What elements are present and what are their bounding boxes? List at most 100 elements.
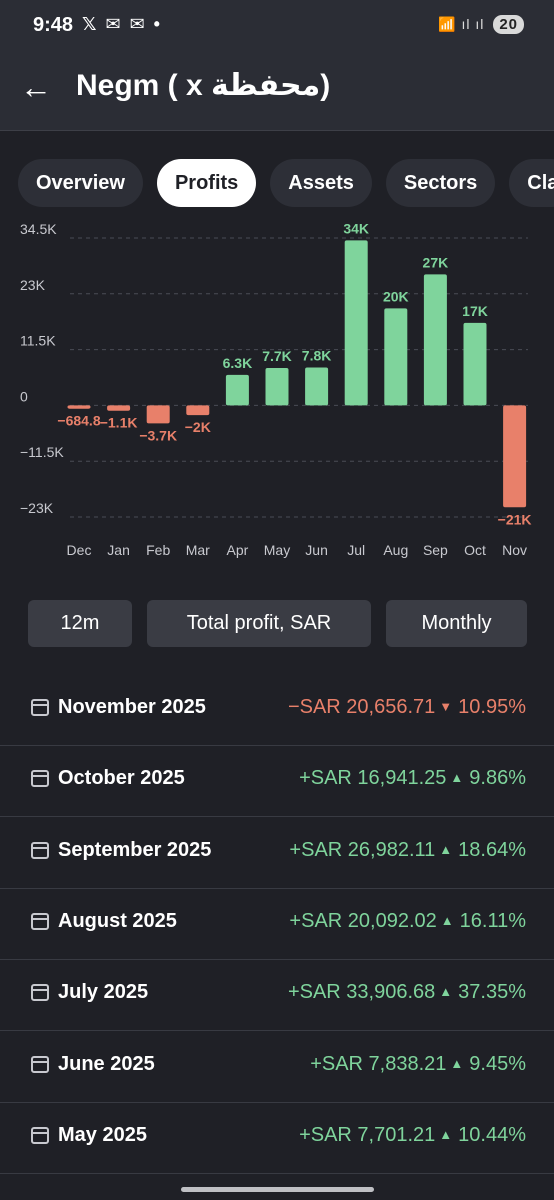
row-value: +SAR 20,092.02 ▲ 16.11% xyxy=(289,910,526,933)
row-percent: 9.45% xyxy=(469,1052,526,1075)
bar-may xyxy=(265,368,289,406)
signal-icons: 📶 ıl ıl 20 xyxy=(438,15,524,34)
bar-jun xyxy=(305,367,329,406)
row-month: May 2025 xyxy=(58,1123,147,1146)
bar-oct xyxy=(463,322,487,406)
bar-value-label: −1.1K xyxy=(100,415,138,431)
bar-feb xyxy=(146,405,170,424)
calendar-icon xyxy=(31,699,49,716)
x-tick-label: Dec xyxy=(67,542,92,558)
battery-icon: 20 xyxy=(493,15,524,34)
profits-bar-chart: 34.5K 23K 11.5K 0 −11.5K −23K −684.8 Dec −1.1K Ja… xyxy=(20,220,532,558)
calendar-icon xyxy=(31,984,49,1002)
x-tick-label: Mar xyxy=(186,542,210,558)
status-bar: 9:48 𝕏 ✉ ✉ • 📶 ıl ıl 20 xyxy=(0,0,554,52)
home-indicator xyxy=(181,1187,374,1192)
row-value: +SAR 16,941.25 ▲ 9.86% xyxy=(299,767,526,790)
y-tick-label: 34.5K xyxy=(20,221,57,237)
list-item[interactable]: July 2025 +SAR 33,906.68 ▲ 37.35% xyxy=(0,959,554,1032)
y-tick-label: −23K xyxy=(20,500,54,516)
list-item[interactable]: August 2025 +SAR 20,092.02 ▲ 16.11% xyxy=(0,888,554,960)
x-tick-label: Aug xyxy=(383,542,408,558)
tab-assets[interactable]: Assets xyxy=(270,159,372,207)
list-item[interactable]: November 2025 −SAR 20,656.71 ▼ 10.95% xyxy=(0,674,554,746)
row-month: October 2025 xyxy=(58,767,185,790)
row-value: −SAR 20,656.71 ▼ 10.95% xyxy=(288,696,526,719)
y-tick-label: 23K xyxy=(20,277,46,293)
x-tick-label: Feb xyxy=(146,542,170,558)
calendar-icon xyxy=(31,912,49,930)
row-value: +SAR 33,906.68 ▲ 37.35% xyxy=(288,981,526,1004)
list-item[interactable]: October 2025 +SAR 16,941.25 ▲ 9.86% xyxy=(0,745,554,818)
row-percent: 9.86% xyxy=(469,767,526,790)
interval-filter-button[interactable]: Monthly xyxy=(386,600,527,647)
notification-icons: 𝕏 ✉ ✉ • xyxy=(82,14,162,34)
bar-value-label: 34K xyxy=(343,220,369,236)
row-percent: 37.35% xyxy=(458,981,526,1004)
y-tick-label: 0 xyxy=(20,388,28,404)
calendar-icon xyxy=(31,1126,49,1144)
row-value: +SAR 7,838.21 ▲ 9.45% xyxy=(310,1053,526,1076)
x-tick-label: Jan xyxy=(107,542,130,558)
row-month: September 2025 xyxy=(58,838,212,861)
tab-classes[interactable]: Cla xyxy=(509,159,554,207)
bar-value-label: 7.7K xyxy=(262,348,292,364)
bar-value-label: −2K xyxy=(185,419,211,435)
x-tick-label: Apr xyxy=(227,542,249,558)
triangle-up-icon: ▲ xyxy=(439,841,453,857)
metric-filter-button[interactable]: Total profit, SAR xyxy=(147,600,371,647)
list-item[interactable]: May 2025 +SAR 7,701.21 ▲ 10.44% xyxy=(0,1102,554,1174)
period-filter-button[interactable]: 12m xyxy=(28,600,132,647)
row-month: July 2025 xyxy=(58,981,149,1004)
row-amount: +SAR 7,701.21 xyxy=(299,1123,436,1146)
x-tick-label: Oct xyxy=(464,542,486,558)
wifi-signal-icon: 📶 ıl ıl xyxy=(438,16,485,32)
x-tick-label: Jun xyxy=(305,542,328,558)
bar-value-label: 27K xyxy=(423,254,449,270)
bar-jul xyxy=(344,240,368,406)
triangle-up-icon: ▲ xyxy=(439,1126,453,1142)
tab-sectors[interactable]: Sectors xyxy=(385,159,496,207)
row-amount: +SAR 26,982.11 xyxy=(289,838,436,861)
bar-sep xyxy=(423,274,447,406)
bar-jan xyxy=(107,405,131,411)
triangle-up-icon: ▲ xyxy=(439,984,453,1000)
bar-value-label: 6.3K xyxy=(223,355,253,371)
status-time: 9:48 xyxy=(33,14,74,36)
row-percent: 16.11% xyxy=(459,909,526,932)
row-month: August 2025 xyxy=(58,909,177,932)
bar-dec xyxy=(67,405,91,409)
row-value: +SAR 26,982.11 ▲ 18.64% xyxy=(289,839,526,862)
row-amount: +SAR 20,092.02 xyxy=(289,909,437,932)
row-value: +SAR 7,701.21 ▲ 10.44% xyxy=(299,1124,526,1147)
bar-value-label: −3.7K xyxy=(139,427,177,443)
calendar-icon xyxy=(31,1055,49,1073)
y-tick-label: −11.5K xyxy=(20,444,64,460)
back-arrow-icon[interactable]: ← xyxy=(20,69,52,105)
row-amount: +SAR 7,838.21 xyxy=(310,1052,447,1075)
row-percent: 18.64% xyxy=(458,838,526,861)
bar-value-label: −21K xyxy=(498,511,532,527)
row-month: June 2025 xyxy=(58,1052,155,1075)
tab-overview[interactable]: Overview xyxy=(18,159,143,207)
row-amount: +SAR 33,906.68 xyxy=(287,981,436,1004)
bar-apr xyxy=(225,374,249,406)
bar-value-label: −684.8 xyxy=(57,413,100,429)
triangle-down-icon: ▼ xyxy=(439,699,453,714)
bar-value-label: 7.8K xyxy=(302,348,332,364)
row-amount: +SAR 16,941.25 xyxy=(299,767,447,790)
app-bar: ← Negm ( x محفظة) xyxy=(0,52,554,131)
x-tick-label: Nov xyxy=(502,542,527,558)
list-item[interactable]: September 2025 +SAR 26,982.11 ▲ 18.64% xyxy=(0,817,554,889)
bar-value-label: 17K xyxy=(462,303,488,319)
x-tick-label: Jul xyxy=(347,542,365,558)
tab-profits[interactable]: Profits xyxy=(156,159,257,207)
list-item[interactable]: June 2025 +SAR 7,838.21 ▲ 9.45% xyxy=(0,1031,554,1103)
triangle-up-icon: ▲ xyxy=(450,770,464,786)
row-percent: 10.44% xyxy=(458,1123,526,1146)
x-tick-label: Sep xyxy=(423,542,448,558)
calendar-icon xyxy=(31,770,49,788)
row-amount: −SAR 20,656.71 xyxy=(287,696,436,718)
bar-value-label: 20K xyxy=(383,288,409,304)
row-percent: 10.95% xyxy=(458,696,526,718)
